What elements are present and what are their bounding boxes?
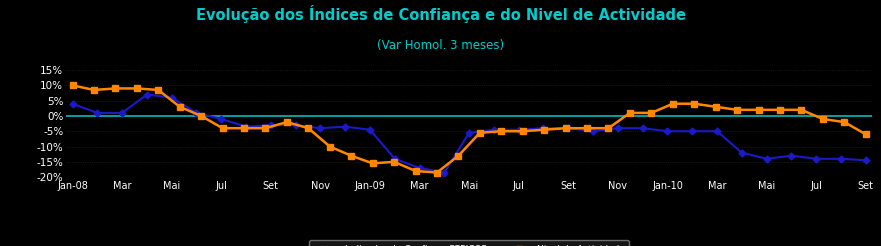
Indicador de ConfiançaFEPICOP bbox=[142, 93, 152, 96]
Indicador de ConfiançaFEPICOP bbox=[389, 157, 400, 160]
Nivel de Actividade bbox=[67, 84, 78, 87]
Nivel de Actividade bbox=[646, 111, 656, 114]
Nivel de Actividade bbox=[689, 102, 700, 105]
Indicador de ConfiançaFEPICOP bbox=[117, 111, 128, 114]
Nivel de Actividade bbox=[411, 169, 421, 172]
Nivel de Actividade bbox=[196, 114, 206, 117]
Indicador de ConfiançaFEPICOP bbox=[216, 118, 226, 121]
Indicador de ConfiançaFEPICOP bbox=[836, 157, 847, 160]
Nivel de Actividade bbox=[625, 111, 635, 114]
Nivel de Actividade bbox=[818, 118, 828, 121]
Nivel de Actividade bbox=[753, 108, 764, 111]
Indicador de ConfiançaFEPICOP bbox=[514, 128, 524, 131]
Nivel de Actividade bbox=[732, 108, 743, 111]
Indicador de ConfiançaFEPICOP bbox=[464, 131, 475, 134]
Nivel de Actividade bbox=[346, 154, 357, 157]
Nivel de Actividade bbox=[239, 127, 249, 130]
Nivel de Actividade bbox=[668, 102, 678, 105]
Nivel de Actividade bbox=[710, 105, 721, 108]
Nivel de Actividade bbox=[603, 127, 614, 130]
Nivel de Actividade bbox=[560, 127, 571, 130]
Indicador de ConfiançaFEPICOP bbox=[563, 127, 574, 130]
Nivel de Actividade bbox=[496, 130, 507, 133]
Nivel de Actividade bbox=[774, 108, 785, 111]
Nivel de Actividade bbox=[218, 127, 228, 130]
Nivel de Actividade bbox=[89, 89, 100, 92]
Indicador de ConfiançaFEPICOP bbox=[365, 128, 375, 131]
Nivel de Actividade bbox=[110, 87, 121, 90]
Nivel de Actividade bbox=[260, 127, 270, 130]
Nivel de Actividade bbox=[839, 121, 849, 123]
Indicador de ConfiançaFEPICOP bbox=[315, 127, 326, 130]
Indicador de ConfiançaFEPICOP bbox=[92, 111, 102, 114]
Legend: Indicador de ConfiançaFEPICOP, Nivel de Actividade: Indicador de ConfiançaFEPICOP, Nivel de … bbox=[309, 241, 629, 246]
Indicador de ConfiançaFEPICOP bbox=[191, 111, 202, 114]
Nivel de Actividade bbox=[796, 108, 807, 111]
Indicador de ConfiançaFEPICOP bbox=[786, 154, 796, 157]
Nivel de Actividade bbox=[453, 154, 463, 157]
Nivel de Actividade bbox=[282, 121, 292, 123]
Indicador de ConfiançaFEPICOP bbox=[811, 157, 821, 160]
Nivel de Actividade bbox=[303, 127, 314, 130]
Line: Nivel de Actividade: Nivel de Actividade bbox=[69, 82, 870, 176]
Indicador de ConfiançaFEPICOP bbox=[439, 171, 449, 174]
Indicador de ConfiançaFEPICOP bbox=[612, 127, 623, 130]
Indicador de ConfiançaFEPICOP bbox=[265, 124, 276, 127]
Nivel de Actividade bbox=[861, 133, 871, 136]
Indicador de ConfiançaFEPICOP bbox=[67, 102, 78, 105]
Nivel de Actividade bbox=[389, 160, 399, 163]
Nivel de Actividade bbox=[517, 130, 528, 133]
Nivel de Actividade bbox=[539, 128, 550, 131]
Indicador de ConfiançaFEPICOP bbox=[538, 127, 549, 130]
Indicador de ConfiançaFEPICOP bbox=[861, 159, 871, 162]
Nivel de Actividade bbox=[324, 145, 335, 148]
Indicador de ConfiançaFEPICOP bbox=[687, 130, 698, 133]
Indicador de ConfiançaFEPICOP bbox=[637, 127, 648, 130]
Indicador de ConfiançaFEPICOP bbox=[167, 96, 177, 99]
Nivel de Actividade bbox=[581, 127, 592, 130]
Indicador de ConfiançaFEPICOP bbox=[291, 124, 301, 127]
Indicador de ConfiançaFEPICOP bbox=[241, 125, 251, 128]
Nivel de Actividade bbox=[174, 105, 185, 108]
Line: Indicador de ConfiançaFEPICOP: Indicador de ConfiançaFEPICOP bbox=[70, 92, 868, 175]
Indicador de ConfiançaFEPICOP bbox=[761, 157, 772, 160]
Nivel de Actividade bbox=[131, 87, 142, 90]
Text: Evolução dos Índices de Confiança e do Nivel de Actividade: Evolução dos Índices de Confiança e do N… bbox=[196, 5, 685, 23]
Nivel de Actividade bbox=[153, 89, 164, 92]
Text: (Var Homol. 3 meses): (Var Homol. 3 meses) bbox=[377, 39, 504, 52]
Nivel de Actividade bbox=[475, 131, 485, 134]
Indicador de ConfiançaFEPICOP bbox=[737, 151, 747, 154]
Indicador de ConfiançaFEPICOP bbox=[588, 130, 598, 133]
Nivel de Actividade bbox=[432, 171, 442, 174]
Indicador de ConfiançaFEPICOP bbox=[489, 128, 500, 131]
Indicador de ConfiançaFEPICOP bbox=[663, 130, 673, 133]
Indicador de ConfiançaFEPICOP bbox=[414, 167, 425, 169]
Indicador de ConfiançaFEPICOP bbox=[340, 125, 351, 128]
Nivel de Actividade bbox=[367, 162, 378, 165]
Indicador de ConfiançaFEPICOP bbox=[712, 130, 722, 133]
